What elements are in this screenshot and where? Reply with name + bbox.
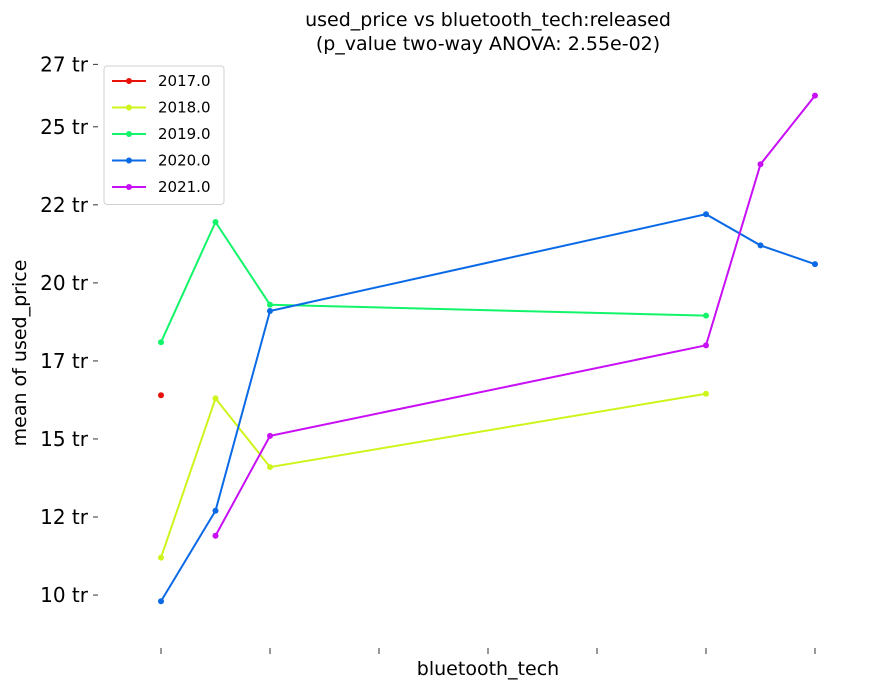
y-tick-label: 10 tr bbox=[40, 583, 89, 607]
series-2020-0 bbox=[158, 211, 818, 605]
y-tick-label: 25 tr bbox=[40, 115, 89, 139]
data-point bbox=[757, 242, 764, 249]
data-point bbox=[703, 312, 709, 319]
legend-marker bbox=[126, 131, 132, 137]
legend-label: 2017.0 bbox=[158, 72, 211, 90]
y-tick-label: 20 tr bbox=[40, 271, 89, 295]
y-tick-label: 27 tr bbox=[40, 52, 89, 76]
legend-frame bbox=[103, 65, 225, 205]
legend-label: 2018.0 bbox=[158, 99, 211, 117]
y-axis-label: mean of used_price bbox=[9, 260, 31, 447]
y-tick-label: 15 tr bbox=[40, 427, 89, 451]
data-point bbox=[158, 598, 164, 605]
data-point bbox=[812, 261, 818, 268]
data-point bbox=[158, 554, 164, 561]
data-point bbox=[212, 507, 219, 514]
data-point bbox=[812, 92, 818, 99]
x-axis-label: bluetooth_tech bbox=[417, 658, 559, 680]
legend-label: 2021.0 bbox=[158, 178, 211, 196]
y-tick-label: 22 tr bbox=[40, 193, 89, 217]
legend-item: 2020.0 bbox=[112, 152, 211, 170]
y-tick-label: 17 tr bbox=[40, 349, 89, 373]
legend-marker bbox=[126, 78, 132, 84]
series-line bbox=[160, 213, 816, 602]
data-point bbox=[757, 161, 764, 168]
legend-label: 2019.0 bbox=[158, 125, 211, 143]
chart-title: used_price vs bluetooth_tech:released bbox=[305, 9, 671, 31]
y-axis: 10 tr 12 tr 15 tr 17 tr 20 tr 22 tr 25 tr 27 tr bbox=[40, 52, 98, 607]
plot-area bbox=[158, 92, 818, 605]
legend-marker bbox=[126, 157, 132, 164]
series-2017-0 bbox=[158, 392, 164, 399]
series-line bbox=[214, 94, 816, 537]
data-point bbox=[703, 342, 709, 349]
series-2019-0 bbox=[158, 219, 709, 346]
legend-item: 2018.0 bbox=[112, 99, 211, 117]
data-point bbox=[703, 390, 709, 397]
data-point bbox=[703, 211, 709, 218]
series-2018-0 bbox=[158, 390, 709, 561]
series-line bbox=[160, 392, 707, 558]
legend-item: 2019.0 bbox=[112, 125, 211, 143]
y-tick-label: 12 tr bbox=[40, 505, 89, 529]
data-point bbox=[158, 392, 164, 399]
data-point bbox=[267, 432, 273, 439]
data-point bbox=[158, 339, 164, 346]
series-line bbox=[160, 219, 707, 343]
series-2021-0 bbox=[212, 92, 818, 539]
legend-label: 2020.0 bbox=[158, 152, 211, 170]
legend-marker bbox=[126, 184, 132, 190]
x-axis bbox=[160, 648, 816, 654]
data-point bbox=[212, 219, 219, 226]
legend-item: 2017.0 bbox=[112, 72, 211, 90]
legend: 2017.0 2018.0 2019.0 2020.0 2021.0 bbox=[103, 65, 225, 205]
data-point bbox=[267, 301, 273, 308]
data-point bbox=[267, 464, 273, 471]
chart-subtitle: (p_value two-way ANOVA: 2.55e-02) bbox=[316, 33, 660, 55]
data-point bbox=[212, 532, 219, 539]
data-point bbox=[267, 307, 273, 314]
data-point bbox=[212, 395, 219, 402]
legend-item: 2021.0 bbox=[112, 178, 211, 196]
legend-marker bbox=[126, 104, 132, 111]
